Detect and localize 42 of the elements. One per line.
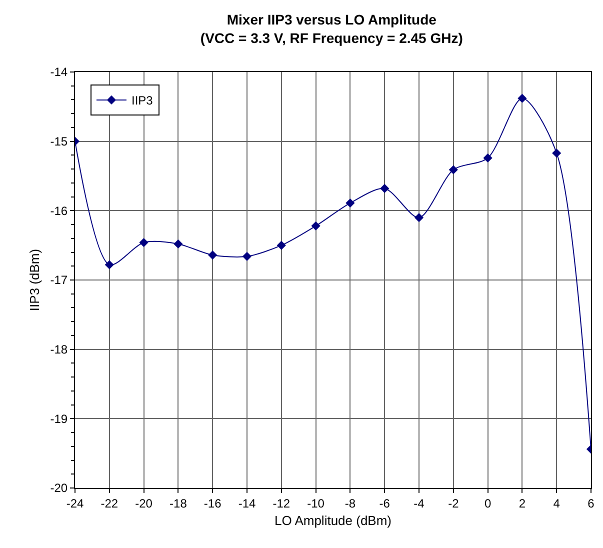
legend-label: IIP3 xyxy=(131,94,154,108)
x-tick-label: -2 xyxy=(448,496,460,510)
y-tick-label: -14 xyxy=(50,65,68,80)
point xyxy=(483,153,492,163)
x-tick-label: 0 xyxy=(484,496,492,510)
point xyxy=(311,221,320,230)
point xyxy=(276,240,286,250)
y-tick-label: -16 xyxy=(50,204,68,218)
x-tick-label: -4 xyxy=(414,496,425,510)
x-tick-label: -8 xyxy=(344,496,356,510)
point xyxy=(242,252,252,261)
point xyxy=(448,165,458,174)
x-axis-title: LO Amplitude (dBm) xyxy=(274,513,392,528)
y-tick-label: -20 xyxy=(50,481,68,496)
y-tick-label: -15 xyxy=(50,134,68,149)
y-tick-label: -17 xyxy=(50,273,68,288)
x-tick-label: 2 xyxy=(518,496,526,510)
x-tick-label: -6 xyxy=(379,496,390,510)
x-tick-label: 6 xyxy=(588,496,595,510)
point xyxy=(346,198,355,208)
x-tick-label: -20 xyxy=(135,496,153,510)
x-tick-label: -16 xyxy=(204,496,222,510)
x-tick-label: -22 xyxy=(100,496,118,510)
x-tick-label: -24 xyxy=(66,496,84,510)
point xyxy=(208,250,218,260)
chart-subtitle: (VCC = 3.3 V, RF Frequency = 2.45 GHz) xyxy=(200,30,463,46)
point xyxy=(552,148,562,158)
point xyxy=(174,239,183,248)
x-tick-label: 4 xyxy=(553,496,560,510)
y-tick-label: -18 xyxy=(50,342,68,357)
point xyxy=(414,213,424,222)
x-tick-label: -14 xyxy=(238,496,256,510)
point xyxy=(104,260,114,270)
point xyxy=(139,238,148,248)
x-tick-label: -12 xyxy=(272,496,290,510)
point xyxy=(518,94,527,103)
x-tick-label: -18 xyxy=(170,496,188,510)
point xyxy=(380,184,390,194)
y-tick-label: -19 xyxy=(50,412,68,426)
x-tick-label: -10 xyxy=(307,496,325,510)
chart-title: Mixer IIP3 versus LO Amplitude xyxy=(226,12,437,28)
y-axis-title: IIP3 (dBm) xyxy=(27,248,42,312)
